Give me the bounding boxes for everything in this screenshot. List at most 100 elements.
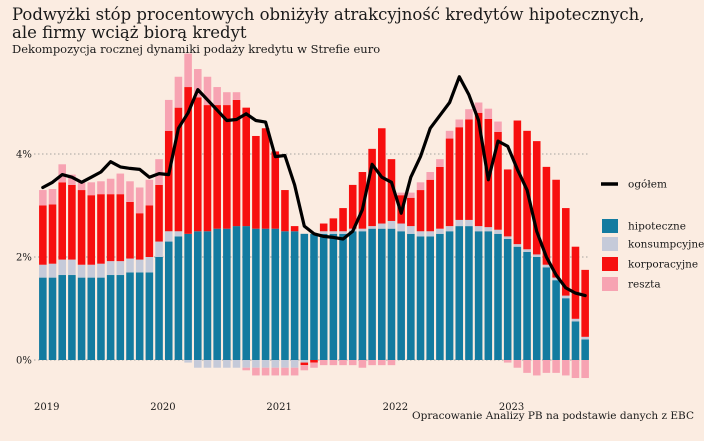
bar-korporacyjne-39 [416,190,425,232]
bar-konsumpcyjne-52 [542,264,551,268]
bar-hipoteczne-1 [48,277,57,360]
bar-korporacyjne-2 [58,182,66,260]
bar-korporacyjne-30 [329,218,338,232]
bar-konsumpcyjne-12 [155,241,163,257]
bar-konsumpcyjne-40 [426,231,434,237]
bar-reszta-28 [310,362,318,368]
bar-korporacyjne-28 [310,360,318,363]
bar-konsumpcyjne-43 [455,219,464,227]
bar-hipoteczne-14 [174,236,183,360]
bar-konsumpcyjne-48 [503,236,512,239]
bar-korporacyjne-56 [581,269,589,337]
bar-hipoteczne-9 [126,272,134,360]
bar-korporacyjne-14 [174,107,183,232]
bar-konsumpcyjne-36 [387,220,396,229]
bar-reszta-53 [552,360,560,373]
bar-konsumpcyjne-9 [126,258,134,273]
bar-konsumpcyjne-37 [397,223,405,232]
bar-korporacyjne-11 [145,205,154,257]
y-tick-label-0: 0% [16,356,32,367]
bar-hipoteczne-56 [581,339,589,360]
bar-konsumpcyjne-27 [300,360,309,363]
bar-konsumpcyjne-51 [532,254,541,257]
legend: ogółem hipoteczne konsumpcyjne korporacyjne… [601,179,704,291]
bar-hipoteczne-43 [455,226,464,360]
bar-konsumpcyjne-33 [358,228,367,232]
bar-hipoteczne-19 [223,228,231,360]
bar-hipoteczne-52 [542,267,551,360]
bar-konsumpcyjne-17 [203,360,212,368]
bar-korporacyjne-7 [106,194,115,262]
bar-hipoteczne-8 [116,275,125,360]
bar-konsumpcyjne-8 [116,261,125,276]
bar-hipoteczne-29 [319,233,328,360]
bar-hipoteczne-37 [397,231,405,360]
bar-korporacyjne-43 [455,127,464,220]
bar-reszta-34 [368,360,376,366]
bar-konsumpcyjne-1 [48,263,57,278]
bar-korporacyjne-19 [223,105,231,229]
bar-reszta-44 [465,109,473,120]
bar-hipoteczne-20 [232,226,241,360]
bar-korporacyjne-36 [387,159,396,221]
bar-hipoteczne-7 [106,275,115,360]
chart-subtitle: Dekompozycja rocznej dynamiki podaży kre… [12,42,381,56]
bar-reszta-9 [126,181,134,202]
bar-reszta-56 [581,360,589,379]
bar-hipoteczne-28 [310,233,318,360]
bar-reszta-15 [184,53,192,88]
bar-korporacyjne-0 [39,205,47,265]
bar-korporacyjne-51 [532,141,541,255]
bar-konsumpcyjne-16 [194,360,202,368]
bar-hipoteczne-49 [513,246,522,360]
bar-reszta-27 [300,365,309,371]
bar-korporacyjne-27 [300,362,309,366]
bar-korporacyjne-8 [116,194,125,262]
bar-hipoteczne-32 [348,231,357,360]
bar-reszta-0 [39,190,47,206]
bar-reszta-38 [407,192,415,198]
bar-konsumpcyjne-55 [571,318,580,322]
bar-reszta-18 [213,87,221,106]
legend-label-konsumpcyjne: konsumpcyjne [628,239,704,251]
bar-konsumpcyjne-29 [319,231,328,234]
bar-konsumpcyjne-44 [465,219,473,227]
bar-reszta-55 [571,360,580,379]
bar-hipoteczne-44 [465,226,473,360]
bar-korporacyjne-47 [494,131,502,230]
bar-reszta-23 [261,367,270,376]
bar-reszta-39 [416,182,425,191]
bar-reszta-33 [358,360,367,368]
bar-hipoteczne-50 [523,251,531,360]
bar-korporacyjne-54 [562,208,570,296]
bar-reszta-14 [174,76,183,108]
bar-korporacyjne-45 [474,112,483,227]
bar-konsumpcyjne-22 [252,360,260,368]
bar-korporacyjne-1 [48,204,57,264]
bar-konsumpcyjne-19 [223,360,231,368]
bar-korporacyjne-17 [203,105,212,232]
bar-reszta-31 [339,360,347,366]
bar-hipoteczne-6 [97,277,105,360]
bar-konsumpcyjne-56 [581,336,589,340]
bar-hipoteczne-36 [387,228,396,360]
bar-korporacyjne-10 [135,213,144,260]
bar-hipoteczne-22 [252,228,260,360]
bar-korporacyjne-49 [513,120,522,245]
bar-reszta-3 [68,174,76,185]
bar-hipoteczne-3 [68,275,76,360]
bar-reszta-25 [281,367,289,376]
bar-korporacyjne-41 [436,166,444,229]
bar-konsumpcyjne-5 [87,264,96,278]
bar-korporacyjne-55 [571,246,580,319]
bar-hipoteczne-27 [300,233,309,360]
bar-hipoteczne-35 [378,228,386,360]
bar-hipoteczne-53 [552,280,560,360]
bar-korporacyjne-33 [358,172,367,229]
bar-korporacyjne-5 [87,195,96,265]
bar-reszta-8 [116,173,125,195]
bar-konsumpcyjne-26 [290,360,299,368]
bar-hipoteczne-11 [145,272,154,360]
bar-konsumpcyjne-21 [242,360,250,368]
bar-korporacyjne-38 [407,197,415,227]
